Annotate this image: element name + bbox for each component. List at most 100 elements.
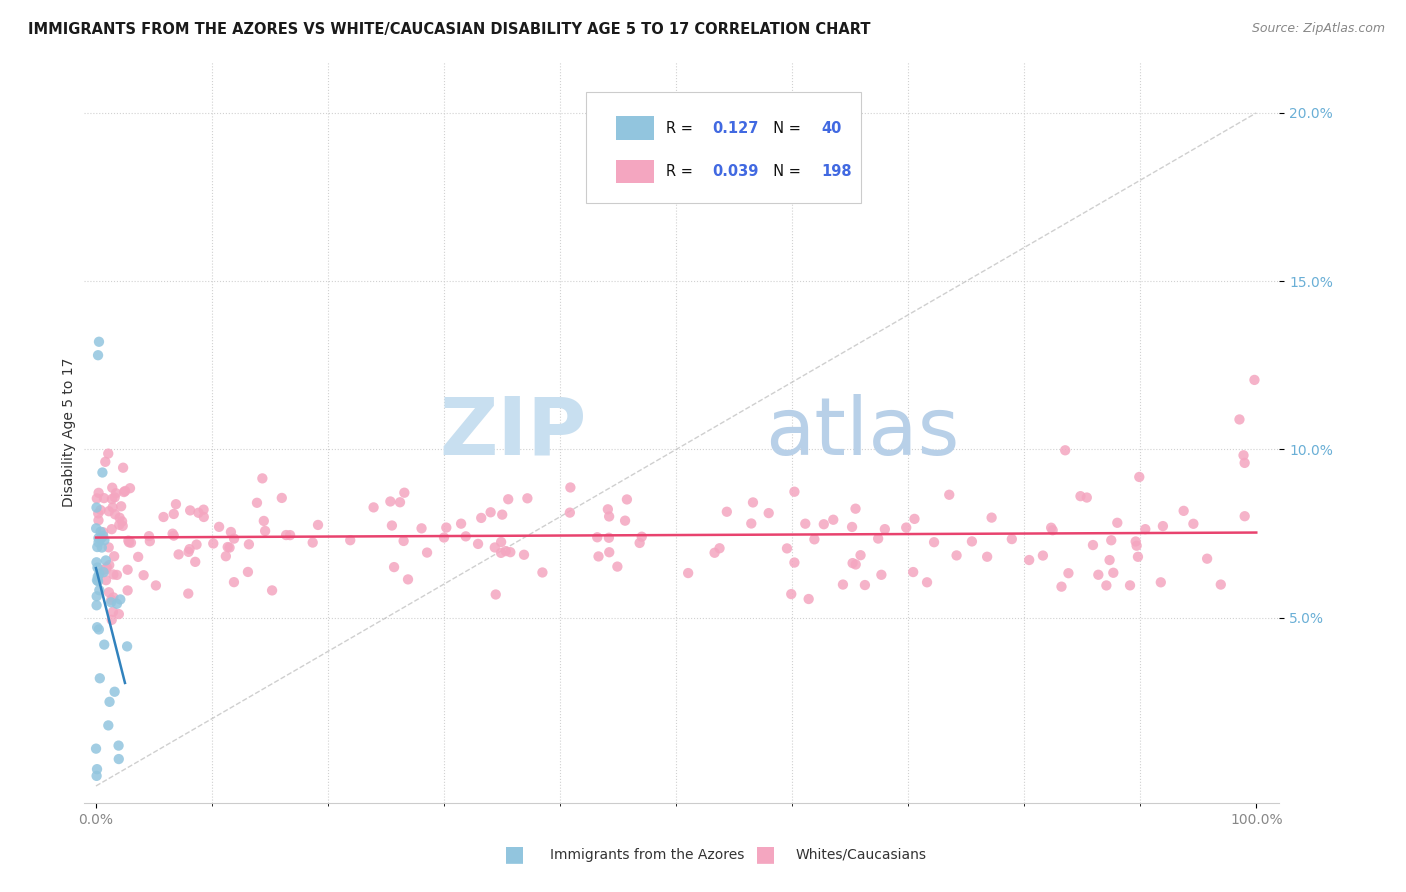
Point [112,460,135,475]
Point [236,565,259,579]
Point [108,510,131,524]
Point [1128,470,1150,484]
Point [1069,489,1091,503]
Point [97,504,120,518]
Point [915,575,938,590]
Point [86,762,108,776]
Point [742,495,765,509]
Text: N =: N = [765,164,806,179]
Text: R =: R = [666,164,697,179]
Point [87,623,110,637]
Text: 0.039: 0.039 [711,164,758,179]
Point [97,541,120,555]
Point [1107,516,1129,530]
Point [513,548,536,562]
Point [117,563,139,577]
Point [922,535,945,549]
Point [246,496,269,510]
Point [598,509,620,524]
Text: R =: R = [666,120,697,136]
Point [1152,519,1174,533]
Text: ZIP: ZIP [439,393,586,472]
Point [1173,504,1195,518]
Point [87,513,110,527]
Point [93,491,115,505]
FancyBboxPatch shape [586,92,862,203]
Point [89,583,111,598]
Point [111,519,134,533]
Point [217,540,239,554]
Point [945,549,967,563]
Point [381,518,404,533]
Point [903,512,925,526]
Point [89,566,111,581]
Point [841,520,863,534]
Point [630,530,652,544]
Point [222,532,245,546]
Point [853,578,876,592]
Point [598,531,620,545]
Text: 198: 198 [821,164,852,179]
Point [307,517,329,532]
Point [162,526,184,541]
FancyBboxPatch shape [616,160,654,184]
Point [110,500,132,514]
Point [960,534,983,549]
Point [86,599,108,613]
Point [90,541,112,555]
Point [794,516,817,531]
Point [115,640,138,654]
Point [470,511,492,525]
Point [1125,534,1147,549]
Point [179,503,201,517]
Point [112,485,135,500]
Point [215,549,238,564]
Point [86,769,108,783]
Point [616,492,638,507]
Point [516,491,538,506]
Point [434,520,457,534]
Point [1233,509,1256,524]
Point [86,540,108,554]
Point [238,537,260,551]
Point [167,548,190,562]
Point [104,491,127,505]
Point [97,718,120,732]
Point [1095,578,1118,592]
Point [93,533,115,548]
Point [382,560,405,574]
Point [1054,443,1077,458]
Point [849,548,872,562]
Point [86,620,108,634]
Point [118,535,141,549]
Point [163,528,186,542]
Point [86,560,108,574]
Point [163,507,186,521]
Point [101,500,124,515]
Point [87,334,110,349]
Point [179,542,201,557]
Text: IMMIGRANTS FROM THE AZORES VS WHITE/CAUCASIAN DISABILITY AGE 5 TO 17 CORRELATION: IMMIGRANTS FROM THE AZORES VS WHITE/CAUC… [28,22,870,37]
Point [1243,373,1265,387]
Point [90,524,112,539]
Point [84,521,107,535]
Point [450,516,472,531]
Point [495,544,517,558]
Point [127,549,149,564]
Point [89,671,111,685]
Point [484,541,506,555]
Text: 40: 40 [821,120,842,136]
Point [1099,533,1122,548]
Point [1042,523,1064,537]
Point [588,549,610,564]
Point [496,492,519,507]
Point [93,638,115,652]
Point [101,481,124,495]
Point [87,569,110,583]
Point [489,546,512,560]
Point [868,532,890,546]
Text: ■: ■ [505,845,524,864]
Point [380,494,402,508]
Point [598,545,620,559]
Point [901,565,924,579]
